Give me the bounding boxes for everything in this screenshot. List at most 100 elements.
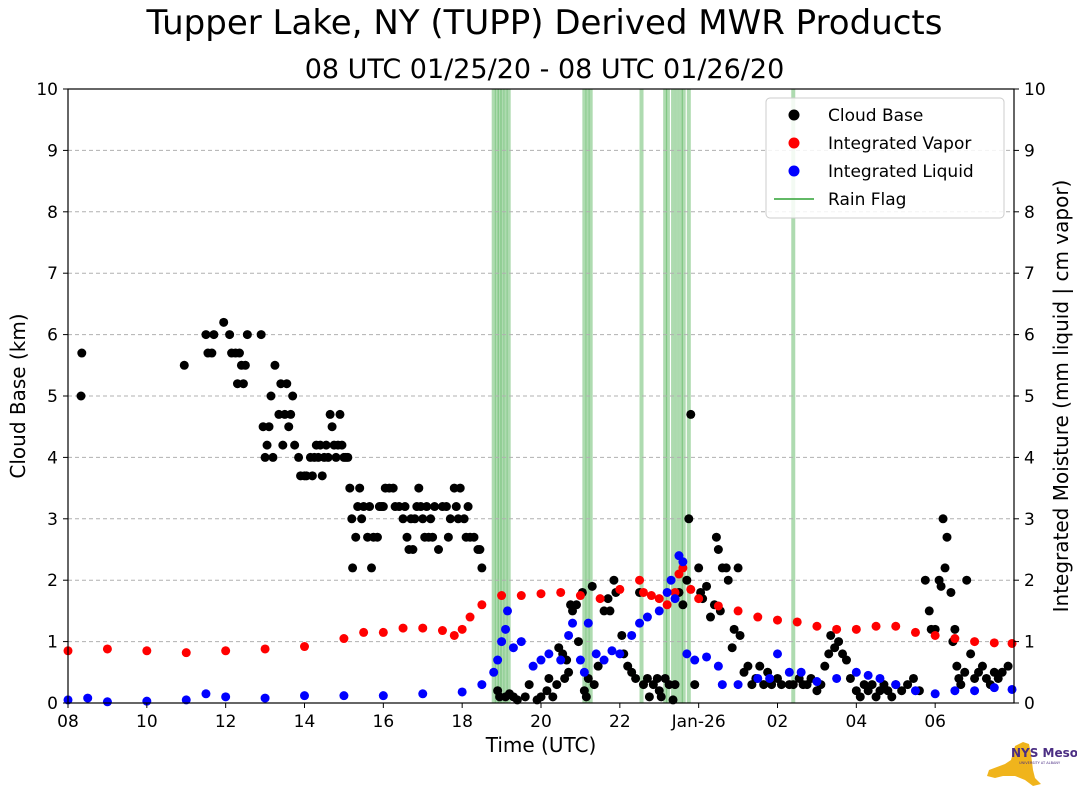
integrated-vapor-point (615, 584, 625, 594)
cloud-base-point (733, 563, 743, 573)
integrated-liquid-point (579, 667, 589, 677)
integrated-liquid-point (556, 655, 566, 665)
x-tick-label: 04 (846, 712, 868, 732)
cloud-base-point (512, 695, 522, 705)
integrated-liquid-point (260, 693, 270, 703)
integrated-liquid-point (516, 637, 526, 647)
y-tick-label-right: 1 (1024, 633, 1035, 653)
cloud-base-point (434, 545, 444, 554)
y-tick-label-right: 10 (1024, 80, 1046, 100)
x-tick-label: 14 (294, 712, 316, 732)
integrated-vapor-point (497, 591, 507, 601)
cloud-base-point (542, 686, 552, 696)
cloud-base-point (321, 440, 331, 450)
cloud-base-point (365, 502, 375, 512)
legend-swatch-cloud-base (788, 109, 800, 121)
y-tick-label-left: 2 (47, 571, 58, 591)
cloud-base-point (694, 563, 704, 573)
y-tick-label-left: 5 (47, 387, 58, 407)
integrated-liquid-point (863, 670, 873, 680)
page-title: Tupper Lake, NY (TUPP) Derived MWR Produ… (146, 3, 943, 43)
y-tick-label-left: 4 (47, 448, 58, 468)
integrated-liquid-point (796, 667, 806, 677)
integrated-liquid-point (378, 691, 388, 701)
legend-box (765, 97, 1005, 219)
cloud-base-point (571, 600, 581, 610)
cloud-base-point (77, 348, 87, 358)
x-tick-label: 20 (530, 712, 552, 732)
y-axis-label-left: Cloud Base (km) (6, 313, 30, 478)
integrated-vapor-point (221, 646, 231, 656)
cloud-base-point (668, 695, 678, 705)
cloud-base-point (76, 391, 86, 401)
integrated-vapor-point (773, 615, 782, 625)
integrated-vapor-point (260, 644, 270, 654)
cloud-base-point (426, 514, 436, 524)
cloud-base-point (284, 422, 294, 432)
integrated-vapor-point (457, 624, 467, 634)
integrated-liquid-point (773, 649, 782, 659)
integrated-liquid-point (875, 673, 885, 683)
integrated-liquid-point (970, 686, 980, 696)
cloud-base-point (642, 673, 652, 683)
integrated-liquid-point (300, 691, 309, 701)
integrated-liquid-point (635, 618, 645, 628)
x-tick-label: 22 (609, 712, 631, 732)
cloud-base-point (966, 649, 976, 659)
cloud-base-point (631, 673, 641, 683)
cloud-base-point (240, 360, 250, 370)
integrated-vapor-point (930, 630, 940, 640)
cloud-base-point (735, 630, 745, 640)
cloud-base-point (977, 661, 987, 671)
cloud-base-point (351, 532, 361, 542)
integrated-liquid-point (627, 630, 637, 640)
y-tick-label-left: 7 (47, 264, 58, 284)
cloud-base-point (463, 502, 473, 512)
y-tick-label-right: 7 (1024, 264, 1035, 284)
cloud-base-point (201, 330, 211, 340)
integrated-liquid-point (583, 618, 593, 628)
cloud-base-point (617, 630, 627, 640)
cloud-base-point (294, 452, 304, 462)
cloud-base-point (422, 502, 432, 512)
cloud-base-point (451, 502, 461, 512)
integrated-liquid-point (493, 655, 503, 665)
integrated-vapor-point (359, 627, 369, 637)
y-tick-label-left: 8 (47, 203, 58, 223)
integrated-liquid-point (654, 606, 664, 616)
cloud-base-point (266, 391, 276, 401)
cloud-base-point (573, 637, 583, 647)
logo-text: NYS Mesonet (1011, 746, 1077, 760)
cloud-base-point (290, 440, 300, 450)
integrated-liquid-point (477, 680, 487, 690)
integrated-vapor-point (635, 575, 645, 585)
cloud-base-point (609, 575, 619, 585)
integrated-liquid-point (702, 652, 712, 662)
cloud-base-point (260, 452, 270, 462)
integrated-liquid-point (891, 680, 901, 690)
integrated-vapor-point (181, 648, 191, 658)
cloud-base-point (355, 483, 365, 493)
integrated-liquid-point (536, 655, 546, 665)
cloud-base-point (282, 379, 292, 389)
integrated-liquid-point (670, 594, 680, 604)
legend-swatch-integrated-liquid (788, 165, 800, 177)
y-tick-label-left: 6 (47, 326, 58, 346)
integrated-liquid-point (544, 649, 554, 659)
integrated-liquid-point (489, 667, 499, 677)
cloud-base-point (713, 545, 723, 554)
integrated-liquid-point (930, 689, 940, 699)
nys-mesonet-logo: NYS Mesonet UNIVERSITY AT ALBANY (985, 740, 1089, 792)
integrated-vapor-point (832, 624, 842, 634)
cloud-base-point (962, 575, 972, 585)
cloud-base-point (686, 409, 696, 419)
cloud-base-point (942, 532, 952, 542)
x-tick-label: 06 (924, 712, 946, 732)
cloud-base-point (845, 673, 855, 683)
integrated-vapor-point (556, 587, 566, 597)
cloud-base-point (956, 680, 966, 690)
integrated-liquid-point (733, 680, 743, 690)
cloud-base-point (656, 692, 666, 702)
